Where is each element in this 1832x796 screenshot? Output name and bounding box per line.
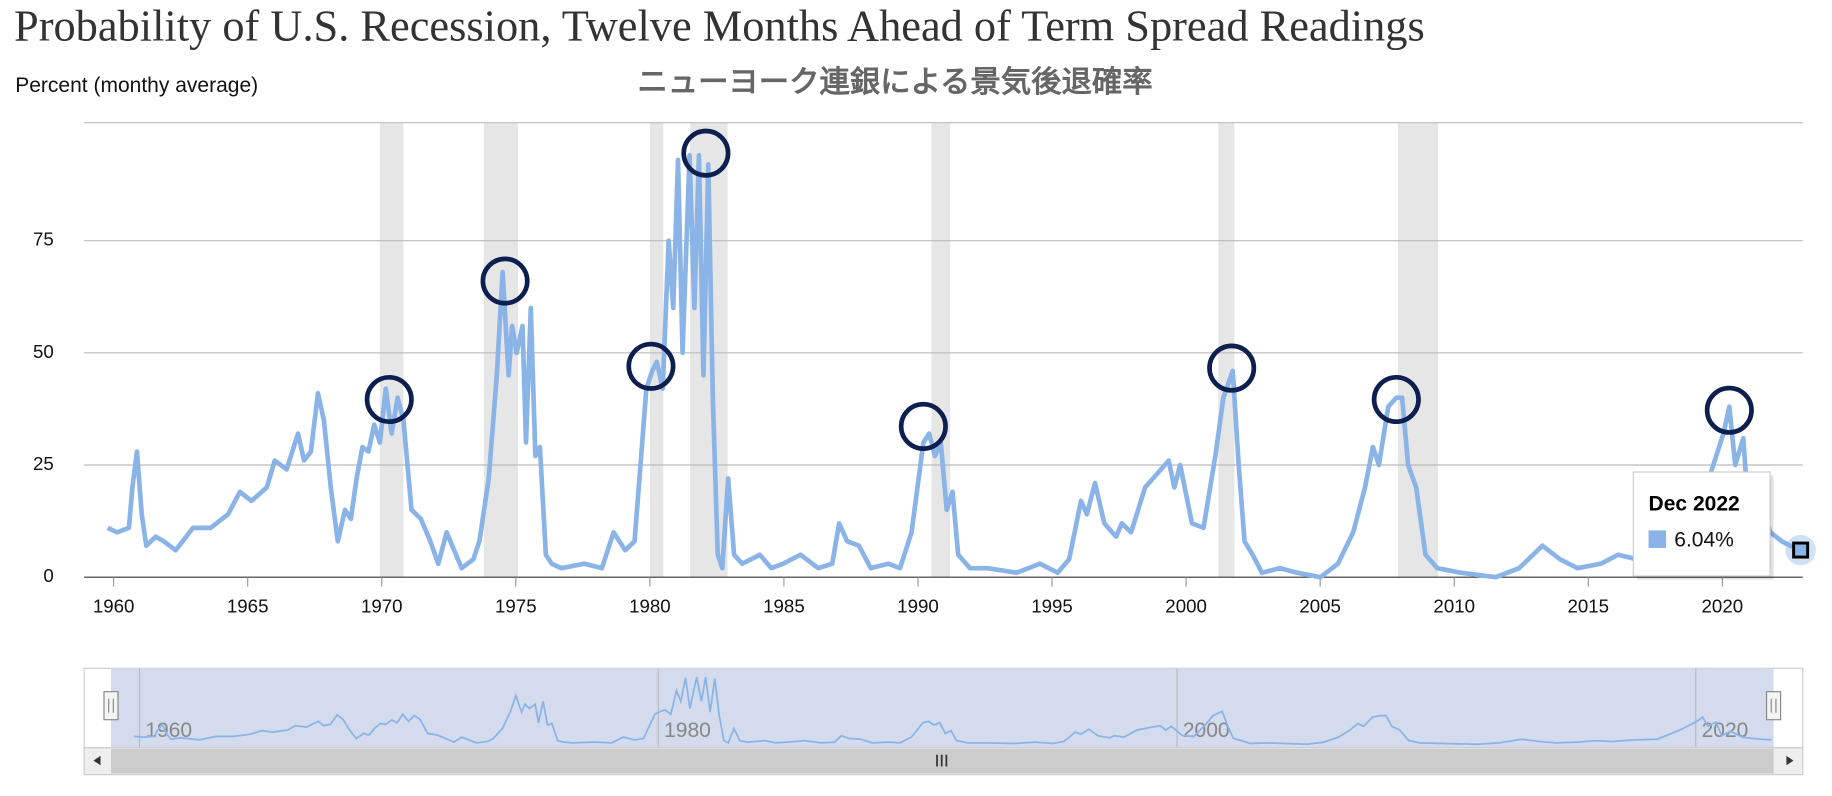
x-tick-label: 2015: [1567, 595, 1609, 616]
highlight-circle: [681, 128, 731, 178]
recession-band: [483, 122, 518, 578]
chart-subtitle: ニューヨーク連銀による景気後退確率: [637, 65, 1152, 99]
range-handle[interactable]: [1765, 691, 1782, 721]
x-tick-label: 1980: [629, 595, 671, 616]
chart-title: Probability of U.S. Recession, Twelve Mo…: [14, 1, 1425, 51]
highlight-circle: [480, 256, 530, 306]
x-tick-label: 1995: [1031, 595, 1073, 616]
navigator-tick-label: 1960: [145, 719, 192, 742]
recession-band: [931, 122, 951, 578]
tooltip-box: [1632, 471, 1771, 577]
x-tick-label: 1965: [227, 595, 269, 616]
highlight-circle: [364, 374, 414, 425]
highlight-circle: [1704, 385, 1754, 435]
recession-band: [1218, 122, 1235, 578]
x-tick-label: 1960: [93, 595, 135, 616]
navigator-line: [133, 676, 1772, 746]
recession-band: [379, 122, 404, 578]
data-line: [106, 153, 1802, 580]
x-tick-label: 1985: [763, 595, 805, 616]
x-tick-label: 1975: [495, 595, 537, 616]
y-tick-label: 0: [43, 565, 53, 586]
highlight-circle: [1207, 343, 1257, 393]
y-tick-label: 25: [33, 453, 54, 474]
y-tick-label: 75: [33, 229, 54, 250]
tooltip-swatch: [1648, 530, 1667, 548]
scroll-right-arrow[interactable]: [1786, 755, 1794, 766]
navigator-tick-label: 2020: [1702, 719, 1749, 742]
tooltip-date: Dec 2022: [1649, 492, 1740, 515]
tooltip-value: 6.04%: [1674, 529, 1734, 552]
scroll-left-arrow[interactable]: [93, 755, 101, 766]
x-tick-label: 1970: [361, 595, 403, 616]
highlight-circle: [898, 401, 948, 451]
y-axis-title: Percent (monthy average): [15, 74, 258, 97]
navigator-tick-label: 2000: [1183, 719, 1230, 742]
navigator-selection: [111, 668, 1774, 748]
x-tick-label: 2005: [1299, 595, 1341, 616]
highlight-circle: [626, 341, 676, 391]
navigator-tick-label: 1980: [664, 719, 711, 742]
x-tick-label: 1990: [897, 595, 939, 616]
recession-band: [649, 122, 664, 578]
hover-point: [1792, 541, 1810, 559]
y-tick-label: 50: [33, 341, 54, 362]
x-tick-label: 2020: [1702, 595, 1744, 616]
range-handle[interactable]: [103, 691, 119, 721]
x-tick-label: 2010: [1433, 595, 1475, 616]
x-tick-label: 2000: [1165, 595, 1207, 616]
highlight-circle: [1371, 374, 1421, 425]
